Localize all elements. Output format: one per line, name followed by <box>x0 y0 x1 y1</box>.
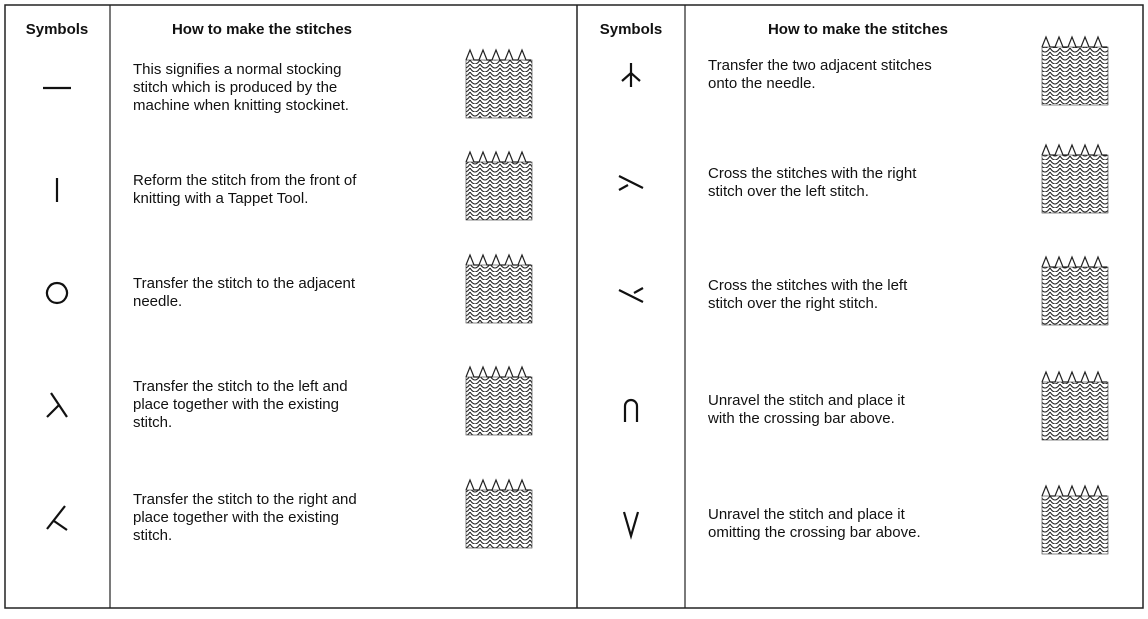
stitch-symbol <box>623 398 639 422</box>
stitch-description: omitting the crossing bar above. <box>708 524 921 541</box>
needle-loops <box>1041 484 1107 497</box>
stitch-description: Transfer the two adjacent stitches <box>708 57 932 74</box>
header-how: How to make the stitches <box>768 21 948 38</box>
stitch-description: Unravel the stitch and place it <box>708 392 906 409</box>
stitch-illustration <box>465 59 533 119</box>
stitch-description: stitch over the left stitch. <box>708 183 869 200</box>
stitch-description: place together with the existing <box>133 509 339 526</box>
needle-loops <box>465 48 531 61</box>
needle-loops <box>465 365 531 378</box>
stitch-symbol <box>46 392 68 418</box>
stitch-description: machine when knitting stockinet. <box>133 97 349 114</box>
stitch-symbol <box>618 287 644 303</box>
stitch-illustration <box>1041 266 1109 326</box>
stitch-description: onto the needle. <box>708 75 816 92</box>
stitch-description: stitch which is produced by the <box>133 79 337 96</box>
stitch-illustration <box>1041 46 1109 106</box>
stitch-symbol <box>46 505 68 531</box>
stitch-description: knitting with a Tappet Tool. <box>133 190 308 207</box>
stitch-description: Cross the stitches with the right <box>708 165 917 182</box>
stitch-symbol <box>622 511 640 540</box>
needle-loops <box>465 253 531 266</box>
stitch-description: place together with the existing <box>133 396 339 413</box>
stitch-illustration <box>465 264 533 324</box>
needle-loops <box>1041 370 1107 383</box>
stitch-symbol <box>621 63 641 87</box>
header-how: How to make the stitches <box>172 21 352 38</box>
stitch-illustration <box>1041 495 1109 555</box>
stitch-description: stitch. <box>133 527 172 544</box>
stitch-illustration <box>465 489 533 549</box>
stitch-description: Reform the stitch from the front of <box>133 172 357 189</box>
header-symbols: Symbols <box>26 21 89 38</box>
stitch-description: Transfer the stitch to the right and <box>133 491 357 508</box>
stitch-description: stitch over the right stitch. <box>708 295 878 312</box>
stitch-symbol <box>618 175 644 191</box>
stitch-description: Cross the stitches with the left <box>708 277 908 294</box>
needle-loops <box>465 150 531 163</box>
stitch-symbol <box>45 281 69 305</box>
header-symbols: Symbols <box>600 21 663 38</box>
stitch-illustration <box>465 376 533 436</box>
stitch-description: stitch. <box>133 414 172 431</box>
stitch-description: This signifies a normal stocking <box>133 61 341 78</box>
needle-loops <box>1041 35 1107 48</box>
stitch-description: needle. <box>133 293 182 310</box>
stitch-description: Transfer the stitch to the left and <box>133 378 348 395</box>
needle-loops <box>1041 143 1107 156</box>
needle-loops <box>1041 255 1107 268</box>
needle-loops <box>465 478 531 491</box>
stitch-illustration <box>1041 154 1109 214</box>
stitch-description: with the crossing bar above. <box>707 410 895 427</box>
stitch-description: Transfer the stitch to the adjacent <box>133 275 356 292</box>
stitch-illustration <box>465 161 533 221</box>
table-border <box>4 4 1144 609</box>
stitch-description: Unravel the stitch and place it <box>708 506 906 523</box>
stitch-illustration <box>1041 381 1109 441</box>
